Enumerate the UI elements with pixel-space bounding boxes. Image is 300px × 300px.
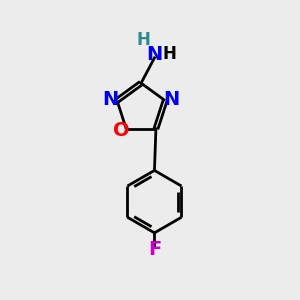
Text: N: N — [102, 90, 119, 109]
Text: H: H — [136, 31, 150, 49]
Text: O: O — [112, 121, 129, 140]
Text: H: H — [163, 45, 177, 63]
Text: N: N — [146, 45, 163, 64]
Text: F: F — [148, 240, 161, 259]
Text: N: N — [164, 90, 180, 109]
